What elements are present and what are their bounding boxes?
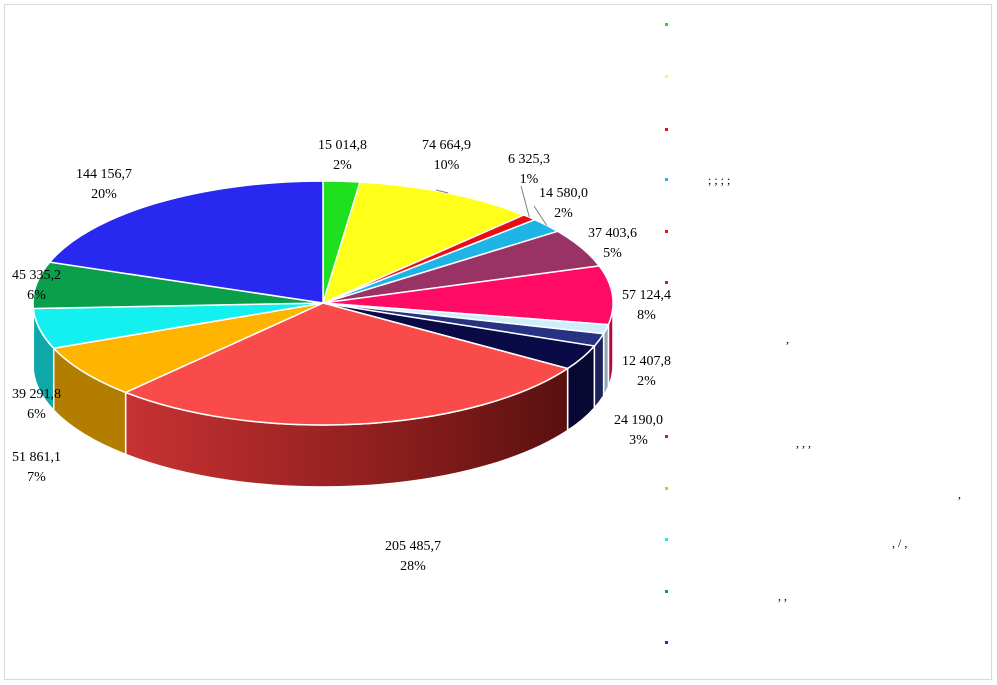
legend-marker-8 (665, 487, 668, 490)
leader-line-4 (533, 205, 548, 226)
pie-slice-14 (48, 180, 324, 304)
pie-slice-10 (123, 302, 570, 426)
legend-marker-5 (665, 230, 668, 233)
pie-slice-6 (322, 265, 614, 326)
legend-marker-3 (665, 128, 668, 131)
legend-text-4: ; ; ; ; (708, 173, 731, 187)
legend-marker-10 (665, 590, 668, 593)
legend-marker-7 (665, 435, 668, 438)
slice-label-12: 39 291,8 6% (12, 387, 61, 422)
legend-marker-6 (665, 281, 668, 284)
legend-text-8: , (958, 487, 961, 501)
pie-slice-11 (52, 302, 324, 394)
legend-marker-4 (665, 178, 668, 181)
slice-label-5: 37 403,6 5% (588, 226, 637, 261)
legend-text-10: , , (778, 589, 787, 603)
legend-marker-2 (665, 75, 668, 78)
slice-label-2: 74 664,9 10% (422, 138, 471, 173)
slice-label-8: 12 407,8 2% (622, 354, 671, 389)
slice-label-3: 6 325,3 1% (508, 152, 550, 187)
legend-text-6: , (786, 332, 789, 346)
slice-label-6: 57 124,4 8% (622, 288, 671, 323)
leader-line-3 (520, 185, 530, 218)
slice-label-9: 24 190,0 3% (614, 413, 663, 448)
legend-marker-9 (665, 538, 668, 541)
slice-label-10: 205 485,7 28% (385, 539, 441, 574)
slice-label-13: 45 335,2 6% (12, 268, 61, 303)
slice-label-11: 51 861,1 7% (12, 450, 61, 485)
slice-label-4: 14 580,0 2% (539, 186, 588, 221)
legend-marker-11 (665, 641, 668, 644)
legend-text-7: , , , (796, 436, 811, 450)
slice-label-1: 15 014,8 2% (318, 138, 367, 173)
leader-line-2 (435, 189, 449, 194)
slice-label-14: 144 156,7 20% (76, 167, 132, 202)
legend-marker-1 (665, 23, 668, 26)
legend-text-9: , / , (892, 536, 908, 550)
